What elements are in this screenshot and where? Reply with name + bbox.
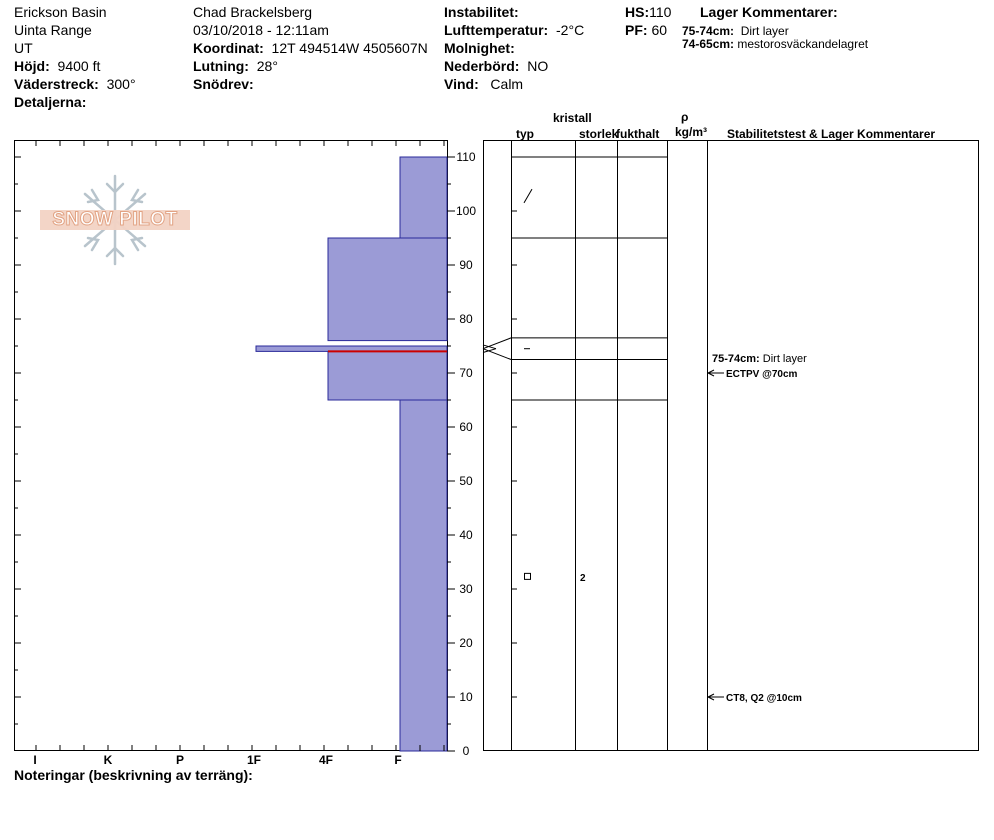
grain-symbol-square-icon [524,572,531,580]
layer-table-frame [483,140,979,751]
rho-header: ρ [681,110,689,124]
hardness-label: 4F [319,753,333,767]
depth-tick-label: 110 [456,150,475,164]
details-label: Detaljerna: [14,94,87,110]
terrain-notes-label: Noteringar (beskrivning av terräng): [14,767,253,783]
precip-value: NO [527,58,549,74]
hardness-label: P [176,753,184,767]
elevation: Höjd: 9400 ft [14,58,100,74]
annotation-text: Dirt layer [763,353,807,365]
hardness-plot-frame [14,140,448,751]
instability-label: Instabilitet: [444,4,519,20]
hs-label: HS: [625,4,650,20]
pf-value: 60 [651,22,668,38]
wind-value: Calm [490,76,524,92]
slope: Lutning: 28° [193,58,278,74]
depth-tick-label: 30 [459,582,473,596]
range-name: Uinta Range [14,22,92,38]
stability-header: Stabilitetstest & Lager Kommentarer [727,127,936,141]
depth-tick-label: 10 [459,690,473,704]
wind: Vind: Calm [444,76,523,92]
snowdrift-label: Snödrev: [193,76,254,92]
depth-tick-label: 50 [459,474,473,488]
airtemp-label: Lufttemperatur: [444,22,549,38]
crystal-header: kristall [553,111,592,125]
slope-label: Lutning: [193,58,249,74]
depth-tick-label: 80 [459,312,473,326]
snowpilot-logo: SNOW PILOT [40,172,190,268]
coordinates: Koordinat: 12T 494514W 4505607N [193,40,428,56]
depth-tick-label: 40 [459,528,473,542]
layer-comment-range: 74-65cm: [682,37,735,51]
layer-annotation: 75-74cm: Dirt layer [712,353,807,365]
coord-label: Koordinat: [193,40,264,56]
sky-label: Molnighet: [444,40,515,56]
slope-value: 28° [256,58,278,74]
observer-name: Chad Brackelsberg [193,4,313,20]
wind-label: Vind: [444,76,479,92]
layer-connector-line [482,348,497,353]
layer-connector-line [482,348,512,360]
hardness-layer-bar [327,350,448,401]
hardness-layer-bar [399,156,448,239]
hardness-label: F [394,753,401,767]
elevation-value: 9400 ft [57,58,101,74]
layer-comment-range: 75-74cm: [682,24,735,38]
hardness-label: K [104,753,113,767]
state-name: UT [14,40,33,56]
snowflake-icon [40,174,190,266]
size-header: storlek [579,127,619,141]
layer-comments-title: Lager Kommentarer: [700,4,838,20]
precip-label: Nederbörd: [444,58,520,74]
depth-tick-label: 0 [463,744,470,758]
hardness-layer-bar [399,399,448,752]
stability-test-label: CT8, Q2 @10cm [726,693,802,704]
hardness-label: 1F [247,753,261,767]
grain-size-label: 2 [580,573,586,584]
layer-comment-2: 74-65cm: mestorosväckandelagret [682,37,868,51]
aspect-label: Väderstreck: [14,76,99,92]
moisture-header: fukthalt [616,127,660,141]
air-temperature: Lufttemperatur: -2°C [444,22,584,38]
pf-label: PF: [625,22,648,38]
layer-comment-text: mestorosväckandelagret [737,37,869,51]
test-arrowhead-icon [706,693,715,701]
hs-value: 110 [649,4,672,20]
grain-symbol-slash-icon [523,188,533,204]
density-unit-header: kg/m³ [675,125,708,139]
depth-tick-label: 70 [459,366,473,380]
annotation-range: 75-74cm: [712,353,763,365]
depth-tick-label: 60 [459,420,473,434]
penetration-foot: PF: 60 [625,22,667,38]
location-name: Erickson Basin [14,4,107,20]
coord-value: 12T 494514W 4505607N [271,40,428,56]
stability-test-label: ECTPV @70cm [726,369,798,380]
type-header: typ [516,127,534,141]
airtemp-value: -2°C [556,22,585,38]
test-arrowhead-icon [706,369,715,377]
layer-connector-line [482,344,497,350]
precipitation: Nederbörd: NO [444,58,548,74]
layer-connector-line [482,337,512,350]
layer-comment-1: 75-74cm: Dirt layer [682,24,789,38]
hardness-label: I [33,753,36,767]
hardness-layer-bar [327,237,448,342]
aspect-value: 300° [106,76,136,92]
snow-height: HS:110 [625,4,671,20]
depth-tick-label: 90 [459,258,473,272]
depth-tick-label: 100 [456,204,476,218]
elevation-label: Höjd: [14,58,50,74]
observation-datetime: 03/10/2018 - 12:11am [193,22,329,38]
layer-comment-text: Dirt layer [740,24,789,38]
logo-text: SNOW PILOT [52,209,178,231]
aspect: Väderstreck: 300° [14,76,136,92]
depth-tick-label: 20 [459,636,473,650]
